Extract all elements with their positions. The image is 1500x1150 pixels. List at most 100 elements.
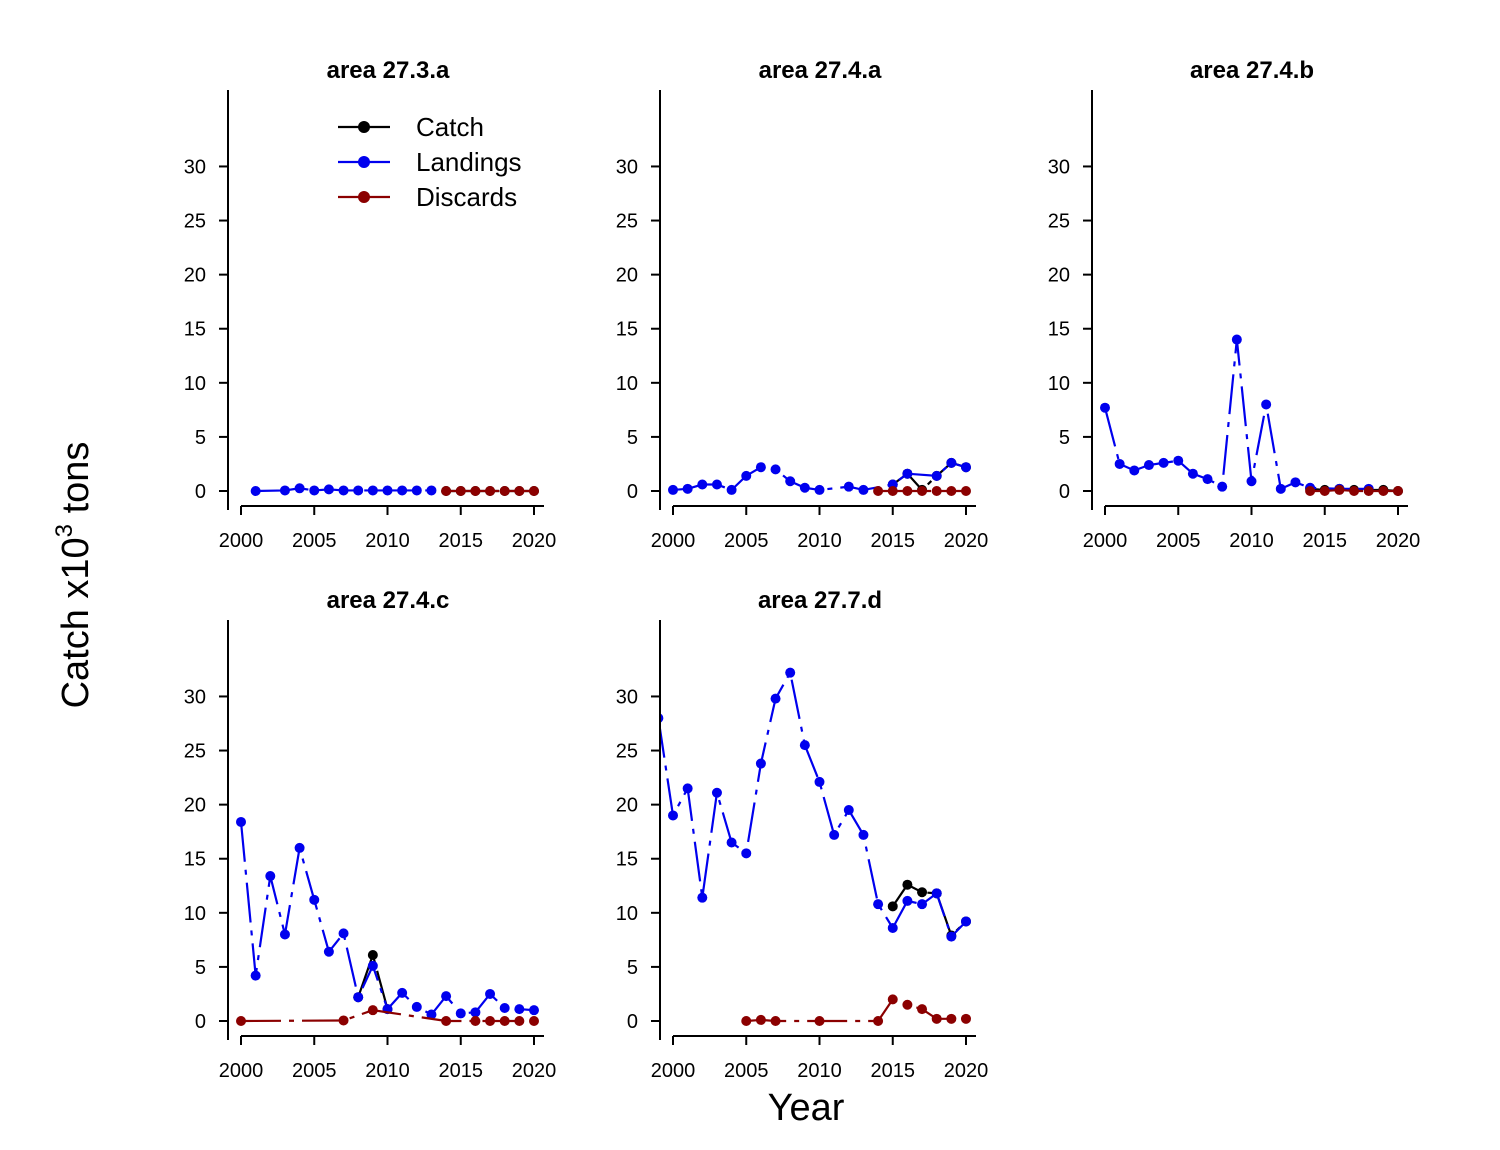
data-point-landings [799,482,810,493]
data-point-landings [917,899,928,910]
data-point-discards [814,1016,825,1026]
y-tick-label: 0 [195,1011,206,1033]
legend-marker [358,156,370,168]
x-tick-label: 2020 [944,530,989,552]
data-point-landings [265,871,276,882]
data-point-landings [353,992,364,1003]
data-point-landings [858,829,869,840]
data-point-landings [711,787,722,798]
data-point-discards [902,486,913,496]
data-point-landings [887,922,898,933]
legend-label: Discards [416,182,517,212]
plot-area [1100,334,1403,496]
x-tick-label: 2010 [365,1060,410,1082]
y-tick-label: 5 [195,957,206,979]
x-tick-label: 2015 [439,1060,484,1082]
data-point-discards [946,1013,957,1024]
data-point-landings [1217,481,1228,492]
data-point-landings [1231,334,1242,345]
data-point-landings [323,946,334,957]
y-tick-label: 5 [195,427,206,449]
x-tick-label: 2010 [1229,530,1274,552]
series-line-catch [357,951,389,1010]
data-point-landings [755,462,766,473]
x-tick-label: 2000 [651,1060,696,1082]
data-point-landings [353,485,364,496]
x-tick-label: 2000 [219,530,264,552]
y-tick-label: 0 [1059,481,1070,503]
data-point-landings [309,894,320,905]
legend-entry-catch: Catch [338,112,484,142]
data-point-landings [858,484,869,495]
data-point-landings [946,457,957,468]
y-tick-label: 0 [627,481,638,503]
data-point-landings [770,464,781,475]
data-point-landings [455,1008,466,1019]
y-tick-label: 15 [616,849,638,871]
y-tick-label: 5 [1059,427,1070,449]
y-tick-label: 10 [184,903,206,925]
data-point-discards [499,486,510,496]
data-point-landings [1173,455,1184,466]
data-point-catch [367,950,378,961]
data-point-landings [441,991,452,1002]
data-point-landings [661,713,664,723]
y-tick-label: 15 [184,319,206,341]
y-tick-label: 20 [1048,265,1070,287]
panel-title: area 27.4.a [759,57,882,84]
data-point-landings [814,484,825,495]
y-tick-label: 20 [184,265,206,287]
data-point-landings [697,892,708,903]
x-tick-label: 2010 [797,1060,842,1082]
data-point-landings [1261,399,1272,410]
panel-3: area 27.4.b 0 5 10 15 20 25 30 2000 2005 2010 2015 2… [1048,57,1421,552]
x-tick-label: 2000 [1083,530,1128,552]
data-point-landings [250,970,261,981]
data-point-discards [931,486,942,496]
plot-area [668,457,971,496]
legend-marker [358,191,370,203]
data-point-discards [455,486,466,496]
y-tick-label: 25 [184,211,206,233]
y-tick-label: 10 [616,903,638,925]
x-tick-label: 2005 [292,1060,337,1082]
data-point-discards [873,486,884,496]
x-tick-label: 2005 [724,1060,769,1082]
data-point-discards [1334,484,1345,495]
legend-label: Landings [416,147,522,177]
data-point-discards [529,1016,539,1026]
data-point-landings [946,931,957,942]
series-line-catch [891,883,967,938]
data-point-discards [499,1016,510,1026]
data-point-landings [1187,468,1198,479]
data-point-landings [250,486,261,496]
data-point-discards [917,486,928,496]
y-tick-label: 10 [616,373,638,395]
y-tick-label: 30 [616,156,638,178]
data-point-discards [902,999,913,1010]
data-point-landings [799,740,810,751]
y-tick-label: 25 [616,211,638,233]
data-point-landings [397,485,408,496]
data-point-landings [236,816,246,827]
x-tick-label: 2005 [724,530,769,552]
panel-4: area 27.4.c 0 5 10 15 20 25 30 2000 2005 2010 2015 2… [184,587,557,1082]
data-point-discards [741,1016,752,1026]
data-point-landings [294,483,305,494]
panel-title: area 27.4.c [327,587,450,614]
data-point-landings [668,484,678,495]
data-point-landings [514,1004,525,1015]
data-point-landings [873,899,884,910]
data-point-discards [514,486,525,496]
data-point-discards [470,486,481,496]
data-point-landings [411,485,422,496]
data-point-landings [397,987,408,998]
x-axis-label: Year [768,1087,845,1129]
data-point-landings [382,485,393,496]
data-point-landings [902,895,913,906]
data-point-landings [785,476,796,487]
x-tick-label: 2020 [1376,530,1421,552]
data-point-landings [682,483,693,494]
x-tick-label: 2010 [797,530,842,552]
data-point-discards [873,1016,884,1026]
